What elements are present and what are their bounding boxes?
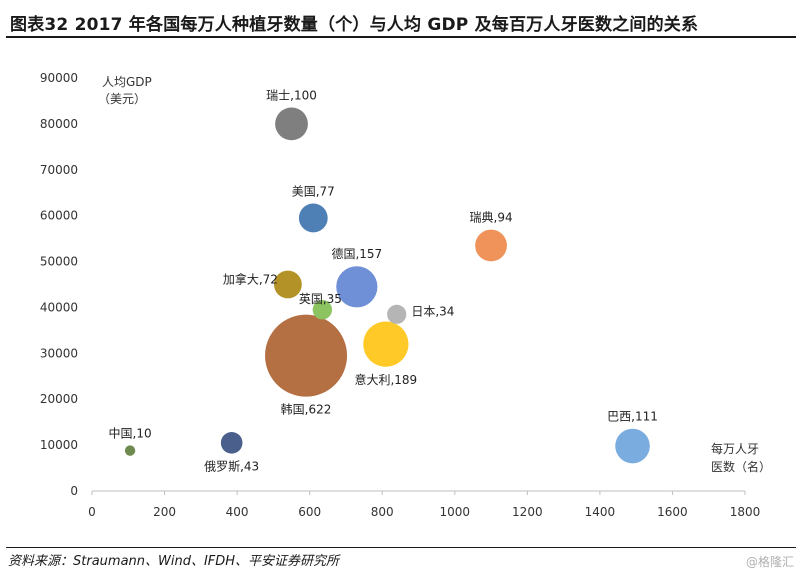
x-tick-label: 1800: [730, 505, 761, 519]
footer-divider: [6, 547, 796, 548]
chart-title: 图表32 2017 年各国每万人种植牙数量（个）与人均 GDP 及每百万人牙医数…: [10, 15, 699, 35]
bubble-德国: [336, 266, 378, 308]
bubble-label: 中国,10: [109, 425, 152, 440]
x-tick-label: 1600: [657, 505, 688, 519]
source-note: 资料来源：Straumann、Wind、IFDH、平安证券研究所: [8, 554, 340, 569]
bubble-label: 韩国,622: [281, 402, 332, 417]
x-tick-label: 0: [88, 505, 96, 519]
y-axis-label-2: （美元）: [98, 92, 146, 106]
bubble-label: 瑞典,94: [470, 211, 513, 225]
y-tick-label: 30000: [40, 346, 78, 360]
y-tick-label: 10000: [40, 438, 78, 452]
x-axis-ticks: 0 200 400 600 800 1000 1200 1400 1600 1800: [88, 491, 760, 519]
bubble-label: 俄罗斯,43: [204, 460, 259, 474]
bubble-label: 美国,77: [292, 185, 335, 199]
bubble-labels: 瑞士,100 美国,77 瑞典,94 德国,157 加拿大,72 英国,35 日本,34 意大…: [109, 88, 658, 473]
y-tick-label: 20000: [40, 392, 78, 406]
y-tick-label: 90000: [40, 71, 78, 85]
x-tick-label: 1000: [440, 505, 471, 519]
bubble-瑞士: [275, 107, 308, 141]
y-tick-label: 50000: [40, 255, 78, 269]
bubble-俄罗斯: [220, 432, 243, 454]
y-tick-label: 80000: [40, 117, 78, 131]
y-tick-label: 70000: [40, 163, 78, 177]
x-tick-label: 800: [371, 505, 394, 519]
bubble-美国: [298, 203, 328, 233]
x-tick-label: 400: [226, 505, 249, 519]
x-tick-label: 600: [298, 505, 321, 519]
bubble-意大利: [363, 321, 409, 367]
y-tick-label: 40000: [40, 300, 78, 314]
y-axis-ticks: 0 10000 20000 30000 40000 50000 60000 70000 8000…: [40, 71, 78, 498]
bubble-中国: [124, 445, 136, 456]
bubble-label: 意大利,189: [354, 372, 417, 387]
bubble-瑞典: [475, 229, 507, 262]
bubble-label: 英国,35: [299, 292, 342, 306]
bubble-韩国: [265, 314, 348, 397]
x-tick-label: 200: [153, 505, 176, 519]
y-tick-label: 60000: [40, 209, 78, 223]
bubble-label: 加拿大,72: [223, 272, 278, 287]
x-axis-label-2: 医数（名）: [711, 459, 771, 474]
watermark: @格隆汇: [745, 555, 794, 569]
x-tick-label: 1400: [585, 505, 616, 519]
bubble-巴西: [615, 428, 650, 464]
bubble-label: 日本,34: [411, 304, 454, 318]
title-bar: 图表32 2017 年各国每万人种植牙数量（个）与人均 GDP 及每百万人牙医数…: [6, 6, 796, 38]
bubble-加拿大: [274, 270, 302, 299]
x-tick-label: 1200: [512, 505, 543, 519]
x-axis-label-1: 每万人牙: [711, 441, 759, 456]
bubble-label: 德国,157: [331, 246, 382, 261]
bubble-日本: [387, 304, 407, 324]
bubbles: [124, 107, 650, 464]
y-tick-label: 0: [70, 484, 78, 498]
bubble-label: 瑞士,100: [266, 88, 317, 102]
y-axis-label-1: 人均GDP: [102, 75, 152, 89]
bubble-label: 巴西,111: [607, 410, 658, 424]
bubble-英国: [312, 300, 333, 320]
